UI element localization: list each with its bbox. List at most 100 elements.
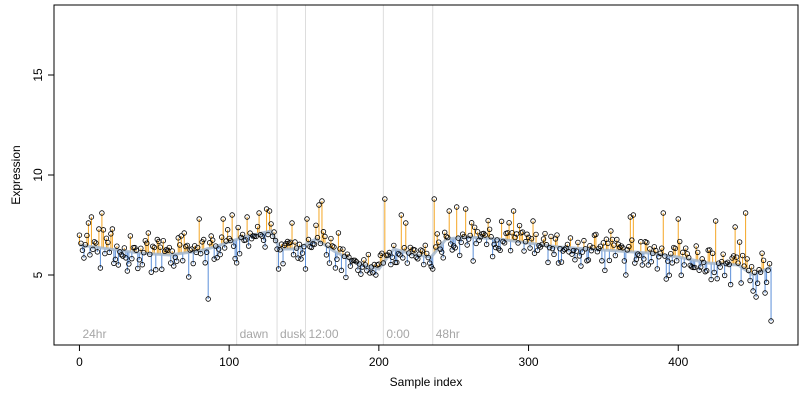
- data-point: [723, 260, 729, 267]
- x-tick-label: 400: [668, 355, 688, 369]
- x-tick-label: 100: [219, 355, 239, 369]
- data-point: [696, 267, 702, 273]
- data-point: [597, 243, 604, 250]
- data-point: [314, 234, 321, 241]
- data-point: [196, 216, 202, 222]
- data-point: [171, 263, 177, 269]
- data-point: [290, 252, 297, 258]
- data-point: [699, 256, 705, 262]
- data-point: [674, 258, 680, 264]
- data-point: [114, 243, 120, 249]
- data-point: [180, 257, 186, 264]
- data-point: [105, 239, 111, 246]
- data-point: [293, 245, 300, 251]
- data-point: [572, 257, 578, 263]
- data-point: [495, 245, 502, 252]
- data-point: [215, 246, 222, 252]
- data-point: [497, 247, 503, 254]
- fit-curve: [79, 229, 772, 277]
- data-point: [221, 245, 228, 251]
- data-point: [736, 239, 743, 245]
- data-point: [205, 296, 211, 302]
- data-point: [448, 241, 454, 247]
- data-point: [445, 234, 451, 241]
- data-point: [702, 268, 708, 275]
- data-point: [217, 251, 223, 258]
- data-point: [124, 268, 131, 274]
- data-point: [281, 242, 288, 249]
- data-point: [230, 243, 237, 249]
- data-point: [732, 224, 738, 230]
- data-point: [206, 240, 213, 246]
- data-point: [296, 241, 303, 248]
- data-point: [528, 235, 535, 242]
- data-point: [100, 227, 107, 233]
- data-point: [690, 264, 696, 271]
- data-point: [247, 230, 253, 236]
- data-point: [668, 251, 674, 257]
- data-point: [494, 237, 500, 243]
- data-point: [519, 229, 526, 235]
- data-point: [145, 230, 152, 236]
- data-point: [403, 220, 409, 226]
- data-point: [99, 210, 105, 216]
- data-point: [88, 214, 95, 220]
- data-point: [214, 254, 220, 261]
- data-point: [477, 234, 484, 240]
- data-point: [242, 237, 249, 243]
- phase-label: 24hr: [82, 327, 106, 341]
- data-point: [720, 251, 726, 257]
- data-point: [678, 272, 684, 278]
- data-point: [97, 265, 104, 271]
- data-point: [177, 242, 183, 248]
- data-point: [753, 294, 759, 300]
- data-point: [530, 218, 536, 224]
- data-point: [461, 233, 467, 240]
- data-point: [121, 245, 128, 251]
- data-point: [202, 260, 208, 266]
- data-point: [741, 263, 747, 269]
- data-point: [168, 260, 174, 266]
- data-point: [280, 260, 286, 267]
- data-point: [394, 259, 400, 266]
- data-point: [745, 267, 752, 274]
- data-point: [277, 247, 283, 253]
- data-point: [730, 253, 737, 259]
- data-point: [739, 252, 746, 259]
- data-point: [548, 233, 554, 240]
- data-point: [355, 267, 361, 273]
- data-point: [391, 242, 397, 249]
- data-point: [340, 246, 346, 252]
- data-point: [183, 243, 189, 250]
- data-point: [639, 262, 646, 268]
- data-point: [108, 231, 114, 237]
- data-point: [203, 249, 210, 255]
- data-point: [443, 233, 449, 240]
- data-point: [133, 247, 140, 253]
- data-point: [576, 253, 583, 259]
- data-point: [117, 249, 123, 255]
- data-point: [338, 267, 345, 274]
- data-point: [320, 229, 327, 235]
- data-point: [274, 246, 280, 252]
- phase-label: 0:00: [386, 327, 410, 341]
- data-point: [709, 250, 716, 257]
- data-point: [455, 235, 461, 241]
- data-point: [157, 244, 163, 250]
- data-point: [358, 271, 364, 277]
- data-point: [507, 247, 514, 254]
- data-point: [433, 244, 439, 250]
- data-point: [262, 244, 268, 250]
- data-point: [256, 210, 262, 216]
- data-point: [189, 246, 195, 252]
- data-point: [272, 237, 279, 244]
- data-point: [692, 264, 698, 271]
- data-point: [135, 265, 141, 272]
- data-point: [594, 249, 601, 255]
- data-point: [319, 198, 325, 204]
- data-point: [700, 259, 707, 266]
- data-point: [151, 244, 157, 251]
- data-point: [91, 239, 98, 245]
- residual-segments: [78, 199, 772, 321]
- data-point: [187, 247, 193, 253]
